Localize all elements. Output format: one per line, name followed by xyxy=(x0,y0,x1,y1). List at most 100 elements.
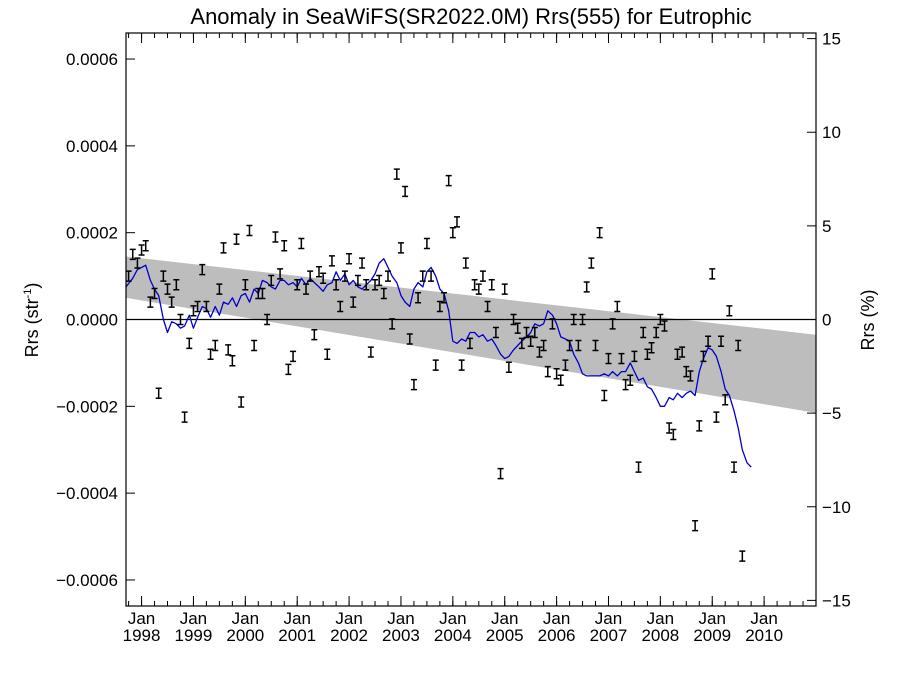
data-point xyxy=(181,411,188,423)
y-tick-label: 0.0006 xyxy=(66,50,118,69)
data-point xyxy=(566,339,573,352)
data-point xyxy=(242,279,249,291)
data-point xyxy=(432,359,439,371)
data-point xyxy=(168,296,175,308)
x-tick-month-label: Jan xyxy=(439,609,466,628)
data-point xyxy=(134,257,141,269)
data-point xyxy=(151,287,158,300)
data-point xyxy=(423,237,430,250)
data-point xyxy=(264,313,271,326)
data-point xyxy=(207,348,214,360)
x-tick-year-label: 2006 xyxy=(538,626,576,645)
data-point xyxy=(679,346,686,358)
data-point xyxy=(229,354,236,367)
chart-title: Anomaly in SeaWiFS(SR2022.0M) Rrs(555) f… xyxy=(190,4,751,29)
data-point xyxy=(173,279,180,291)
data-point xyxy=(199,263,206,276)
x-tick-year-label: 2003 xyxy=(382,626,420,645)
plot-area: −0.0006 −0.0004 −0.0002 0.0000 0.0002 0.0004 0… xyxy=(56,30,851,645)
y-tick-label: 0.0000 xyxy=(66,311,118,330)
y2-tick-label: −10 xyxy=(822,498,851,517)
data-point xyxy=(277,268,284,280)
data-point xyxy=(311,328,318,341)
data-point xyxy=(453,216,460,228)
data-point xyxy=(735,339,742,352)
data-point xyxy=(726,305,733,317)
x-tick-year-label: 1998 xyxy=(123,626,161,645)
data-point xyxy=(246,224,253,237)
data-point xyxy=(479,270,486,282)
data-point xyxy=(562,359,569,371)
data-point xyxy=(471,279,478,291)
data-point xyxy=(518,337,525,350)
data-point xyxy=(731,461,738,473)
data-point xyxy=(523,326,530,339)
data-point xyxy=(216,283,223,295)
data-point xyxy=(449,226,456,239)
data-point xyxy=(397,242,404,254)
data-point xyxy=(549,318,556,330)
data-point xyxy=(475,283,482,295)
data-point xyxy=(376,274,383,287)
x-tick-year-label: 2010 xyxy=(745,626,783,645)
data-point xyxy=(147,296,154,308)
y-tick-label: 0.0004 xyxy=(66,137,118,156)
data-point xyxy=(155,387,162,400)
data-point xyxy=(225,344,232,356)
data-point xyxy=(687,370,694,382)
data-point xyxy=(367,346,374,358)
x-tick-month-label: Jan xyxy=(491,609,518,628)
data-point xyxy=(596,226,603,239)
data-point xyxy=(514,322,521,334)
data-point xyxy=(570,313,577,326)
x-tick-month-label: Jan xyxy=(180,609,207,628)
data-point xyxy=(605,352,612,365)
x-tick-month-label: Jan xyxy=(128,609,155,628)
data-point xyxy=(601,389,608,402)
x-tick-year-label: 2009 xyxy=(693,626,731,645)
y2-tick-label: −15 xyxy=(822,591,851,610)
data-point xyxy=(372,279,379,291)
data-point xyxy=(618,352,625,365)
data-point xyxy=(640,326,647,339)
x-tick-month-label: Jan xyxy=(283,609,310,628)
data-point xyxy=(303,283,310,295)
data-point xyxy=(527,335,534,347)
data-point xyxy=(648,341,655,354)
data-point xyxy=(614,300,621,313)
data-point xyxy=(251,339,258,352)
data-point xyxy=(203,300,210,313)
data-point xyxy=(657,313,664,326)
data-point xyxy=(705,335,712,347)
data-point xyxy=(510,313,517,326)
data-point xyxy=(436,300,443,313)
data-point xyxy=(363,279,370,291)
data-point xyxy=(164,283,171,295)
data-point xyxy=(138,244,145,256)
data-point xyxy=(393,168,400,180)
data-point xyxy=(142,239,149,252)
data-point xyxy=(583,281,590,293)
y-axis-label-text: Rrs (str xyxy=(22,298,42,357)
data-point xyxy=(359,257,366,269)
data-point xyxy=(713,411,720,423)
data-point xyxy=(588,257,595,269)
data-point xyxy=(220,242,227,254)
x-tick-month-label: Jan xyxy=(647,609,674,628)
x-tick-month-label: Jan xyxy=(543,609,570,628)
x-tick-year-label: 2005 xyxy=(486,626,524,645)
y2-tick-label: −5 xyxy=(822,404,841,423)
data-point xyxy=(627,374,634,387)
data-point xyxy=(428,270,435,282)
data-point xyxy=(290,350,297,363)
data-point xyxy=(575,339,582,352)
data-point xyxy=(553,368,560,380)
data-point xyxy=(505,361,512,373)
x-tick-year-label: 2007 xyxy=(590,626,628,645)
data-point xyxy=(666,422,673,434)
data-point xyxy=(445,174,452,187)
data-point xyxy=(484,300,491,313)
confidence-band xyxy=(126,256,816,413)
data-point xyxy=(718,335,725,347)
